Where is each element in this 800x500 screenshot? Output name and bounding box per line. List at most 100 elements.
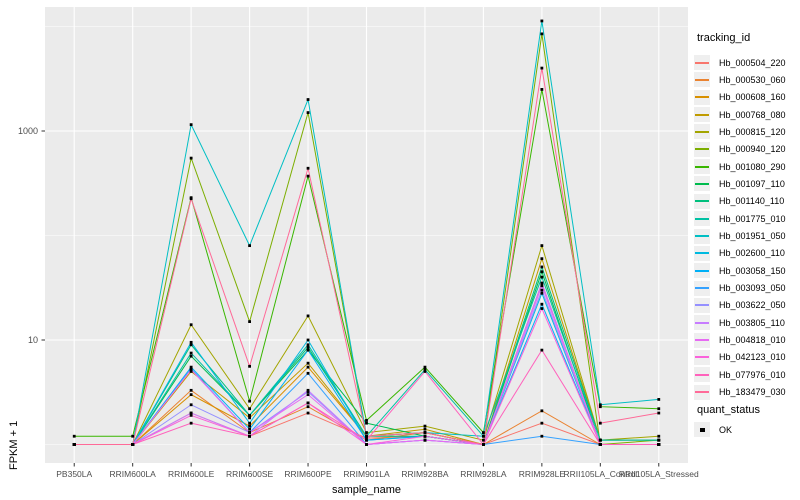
legend-item: Hb_000504_220 — [694, 54, 786, 71]
legend-item: Hb_001140_110 — [694, 193, 784, 210]
legend-key-line — [695, 130, 709, 133]
x-tick-label: RRII105LA_Stressed — [618, 469, 699, 479]
legend-item-label: Hb_002600_110 — [719, 248, 785, 259]
legend-item: Hb_000768_080 — [694, 106, 786, 123]
legend-item-label: Hb_000815_120 — [719, 126, 786, 137]
legend-item-label: Hb_003058_150 — [719, 265, 786, 276]
y-axis-title: FPKM + 1 — [8, 420, 20, 470]
legend-key-line — [695, 356, 709, 359]
y-tick-label: 1000 — [17, 126, 38, 136]
legend-item: Hb_003093_050 — [694, 280, 786, 297]
x-tick-label: RRIM600SE — [225, 469, 274, 479]
legend-key-box — [694, 193, 710, 209]
legend-key-box — [694, 159, 710, 175]
x-tick-label: RRIM928LE — [518, 469, 566, 479]
legend-key-box — [694, 211, 710, 227]
legend-key-line — [695, 269, 709, 272]
legend-key-line — [695, 373, 709, 376]
data-points — [72, 19, 661, 446]
legend-key-box — [694, 297, 710, 313]
legend-item-label: Hb_001140_110 — [719, 196, 785, 207]
legend-key-line — [695, 113, 709, 116]
x-tick-label: RRIM600PE — [284, 469, 332, 479]
legend-key-line — [695, 200, 709, 203]
legend-item: Hb_042123_010 — [694, 349, 786, 366]
x-axis-title: sample_name — [331, 484, 402, 496]
legend-key-box — [694, 72, 710, 88]
legend-key-box — [694, 315, 710, 331]
legend-item: Hb_003058_150 — [694, 262, 786, 279]
legend-item-label: Hb_001097_110 — [719, 178, 785, 189]
legend-key-box — [694, 124, 710, 140]
legend-key-line — [695, 182, 709, 185]
legend-key-line — [695, 391, 709, 394]
x-tick-label: RRIM600LE — [167, 469, 215, 479]
legend-key-line — [695, 96, 709, 99]
legend-item: Hb_183479_030 — [694, 384, 786, 401]
legend-key-box — [694, 422, 710, 437]
legend-item-label: Hb_077976_010 — [719, 369, 786, 380]
legend-item: Hb_000815_120 — [694, 123, 786, 140]
legend-item-label: Hb_001951_050 — [719, 231, 786, 241]
legend-item-label: Hb_000768_080 — [719, 109, 786, 120]
legend-key-line — [695, 304, 709, 307]
legend-key-line — [695, 321, 709, 324]
legend-item-label: Hb_001775_010 — [719, 213, 786, 224]
legend-item-label: Hb_004818_010 — [719, 335, 786, 346]
legend-item: Hb_001951_050 — [694, 228, 786, 245]
legend-key-line — [695, 217, 709, 220]
legend-key-box — [694, 263, 710, 279]
x-tick-label: RRIM600LA — [109, 469, 156, 479]
legend-key-line — [695, 287, 709, 290]
legend-item: Hb_001080_290 — [694, 158, 786, 175]
legend-item-label: Hb_000608_160 — [719, 92, 786, 103]
x-tick-label: RRIM928LA — [460, 469, 507, 479]
legend-item-label: Hb_003805_110 — [719, 317, 785, 328]
legend-item-label: Hb_183479_030 — [719, 387, 786, 398]
legend-item-label: Hb_003622_050 — [719, 300, 786, 311]
legend-key-box — [694, 332, 710, 348]
legend-key-line — [695, 61, 709, 64]
x-tick-label: RRIM901LA — [343, 469, 390, 479]
legend-key-box — [694, 141, 710, 157]
legend-key-box — [694, 176, 710, 192]
legend-key-box — [694, 228, 710, 244]
legend-title-quant-status: quant_status — [697, 404, 760, 416]
legend-item: Hb_001775_010 — [694, 210, 786, 227]
x-tick-label: RRIM928BA — [401, 469, 449, 479]
legend-key-box — [694, 55, 710, 70]
legend-key-box — [694, 107, 710, 123]
legend-key-box — [694, 280, 710, 296]
legend-key-line — [695, 252, 709, 255]
legend-key-line — [695, 235, 709, 237]
legend-key-box — [694, 349, 710, 365]
legend-item-label: Hb_001080_290 — [719, 161, 786, 172]
legend-title-tracking-id: tracking_id — [697, 32, 751, 44]
legend-item-label: Hb_000504_220 — [719, 57, 786, 68]
legend-key-line — [695, 339, 709, 342]
axis-ticks — [41, 130, 660, 467]
legend-item: Hb_003805_110 — [694, 314, 785, 331]
legend-item-label: Hb_042123_010 — [719, 352, 786, 363]
legend-key-box — [694, 367, 710, 383]
legend-item: Hb_001097_110 — [694, 175, 785, 192]
legend-key-line — [695, 78, 709, 81]
legend-item-label: Hb_003093_050 — [719, 283, 786, 294]
legend-key-line — [695, 148, 709, 151]
x-tick-label: PB350LA — [56, 469, 93, 479]
legend-key-box — [694, 384, 710, 400]
legend-item: Hb_004818_010 — [694, 332, 786, 349]
y-tick-label: 10 — [27, 335, 38, 345]
legend-item: Hb_000940_120 — [694, 141, 786, 158]
legend-item-label: Hb_000530_060 — [719, 74, 786, 85]
legend-key-box — [694, 89, 710, 105]
legend-item: Hb_000530_060 — [694, 71, 786, 88]
legend-item-label: Hb_000940_120 — [719, 144, 786, 155]
ok-point-icon — [700, 427, 705, 432]
legend-item-label: OK — [719, 424, 733, 435]
gridlines — [45, 7, 688, 463]
x-tick-label: RRII105LA_Control — [563, 469, 638, 479]
legend-item: Hb_002600_110 — [694, 245, 785, 262]
